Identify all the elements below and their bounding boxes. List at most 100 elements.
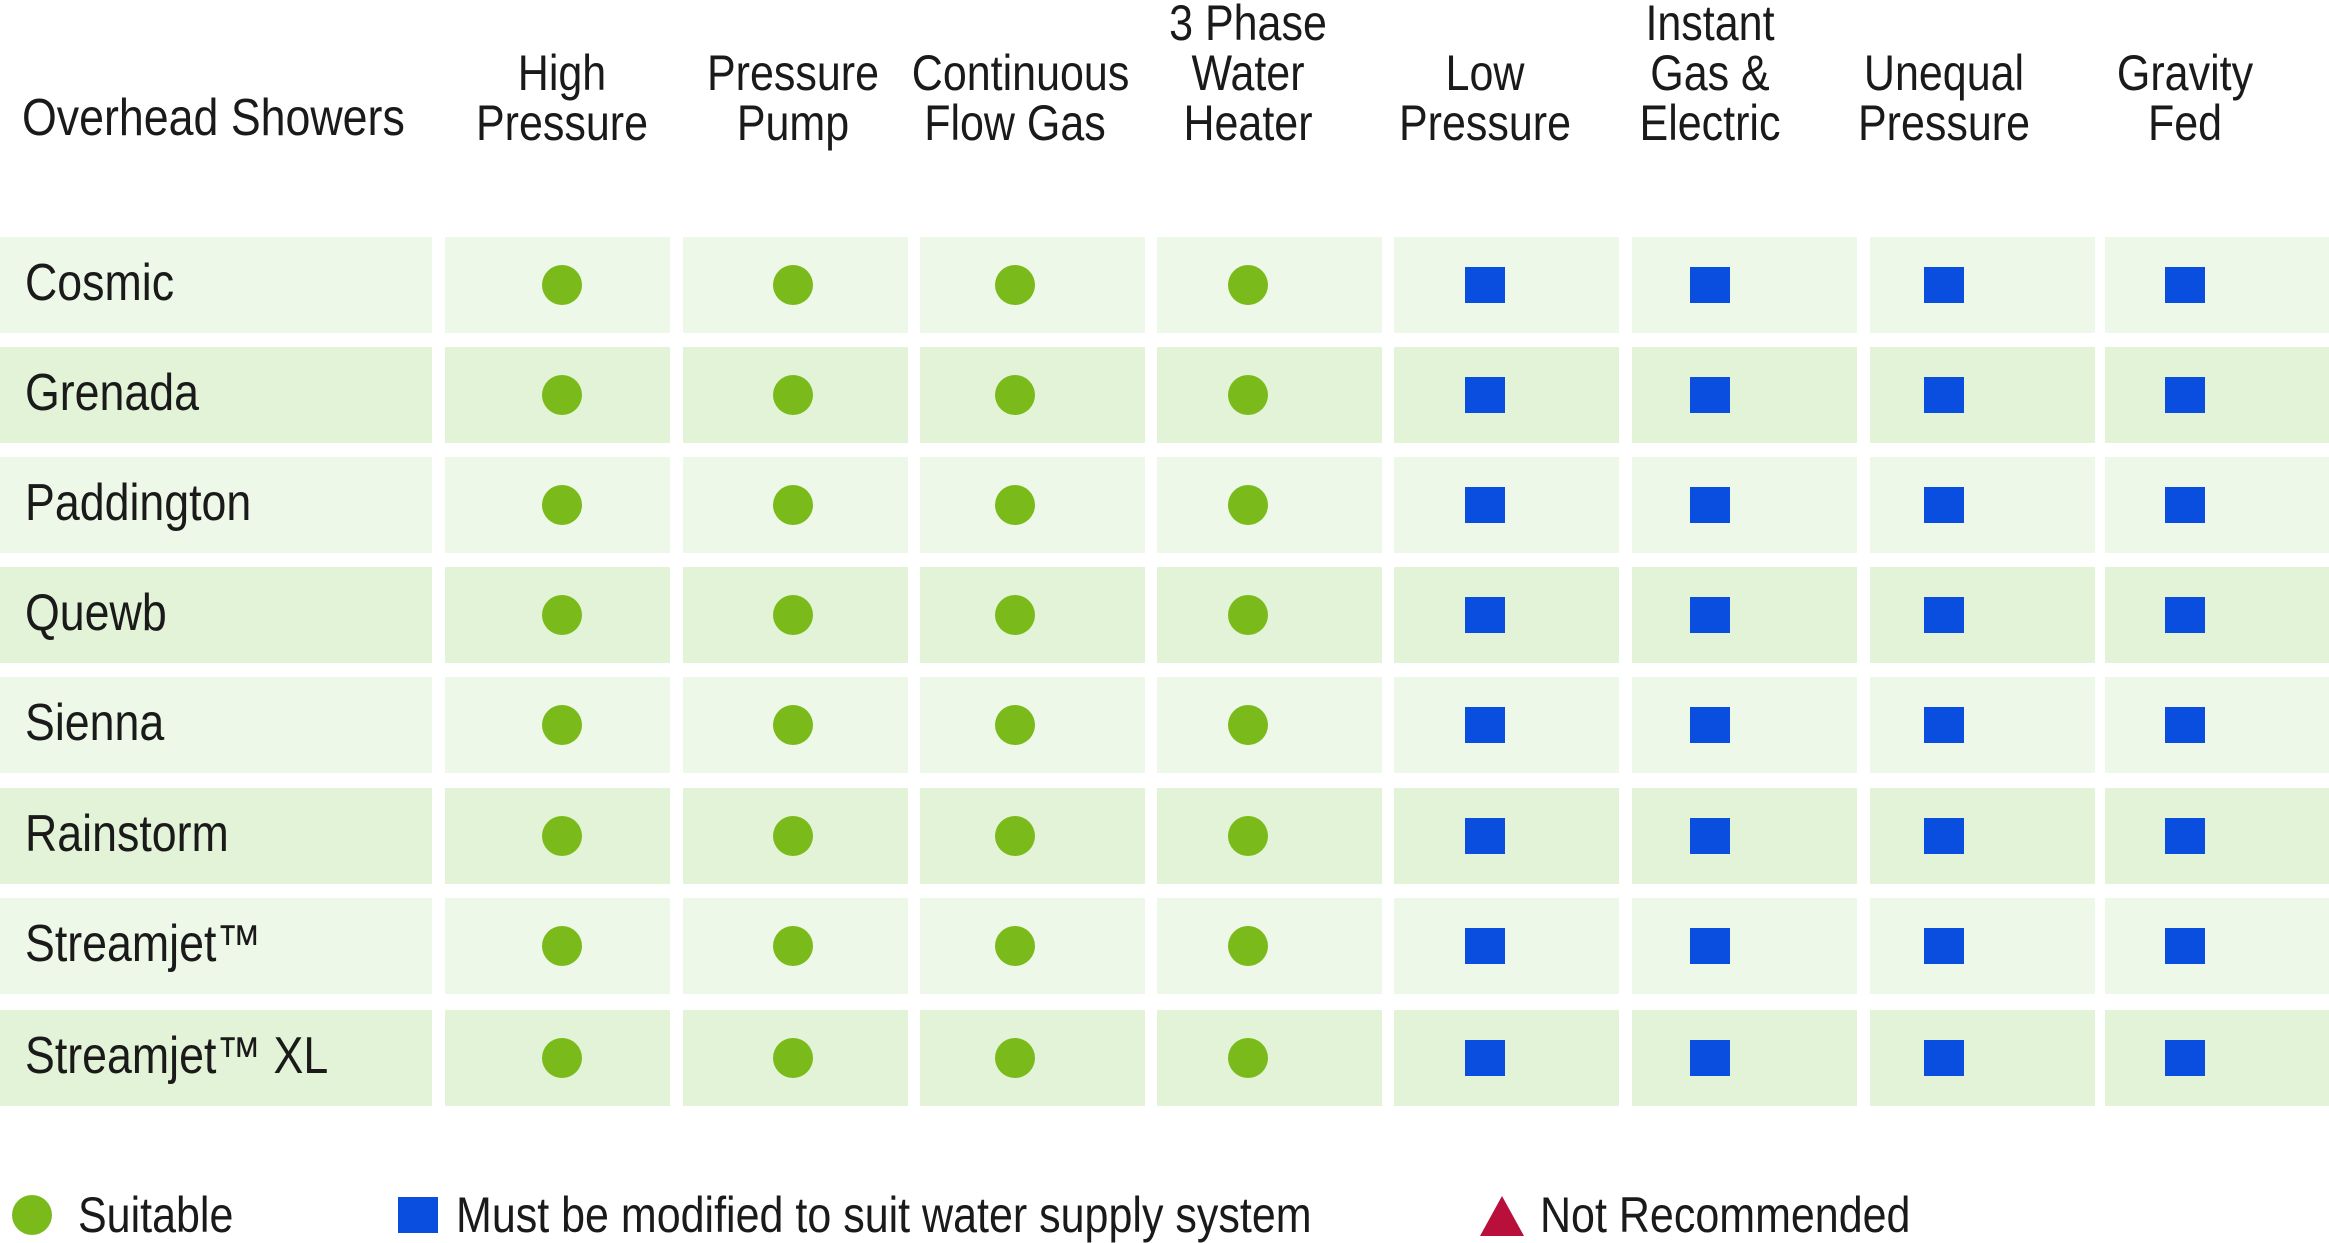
row-name-cell [0,457,432,553]
table-cell [1632,1010,1857,1106]
modify-icon [1465,487,1505,523]
row-name-cell [0,347,432,443]
modify-icon [1924,1040,1964,1076]
table-cell [1870,347,2095,443]
suitable-icon [995,595,1035,635]
suitable-icon [773,375,813,415]
suitable-legend-icon [12,1195,52,1235]
table-cell [1157,788,1382,884]
table-cell [1632,898,1857,994]
modify-icon [1465,377,1505,413]
modify-icon [1924,597,1964,633]
modify-icon [2165,707,2205,743]
modify-icon [1690,1040,1730,1076]
table-cell [1632,788,1857,884]
table-cell [1394,347,1619,443]
table-cell [1394,898,1619,994]
suitable-icon [773,816,813,856]
shower-name: Paddington [25,474,252,532]
modify-icon [1924,707,1964,743]
suitable-icon [542,265,582,305]
modify-icon [1924,487,1964,523]
modify-icon [1924,267,1964,303]
modify-icon [1465,707,1505,743]
suitable-icon [542,705,582,745]
suitable-icon [542,816,582,856]
modify-icon [1690,487,1730,523]
column-header-3: Continuous Flow Gas [911,45,1130,151]
suitable-icon [1228,375,1268,415]
row-name-cell [0,237,432,333]
suitable-icon [1228,485,1268,525]
table-cell [1632,677,1857,773]
modify-icon [1465,818,1505,854]
shower-name: Streamjet™ XL [25,1027,329,1085]
row-name-cell [0,788,432,884]
modify-icon [1924,928,1964,964]
table-cell [1870,898,2095,994]
row-name-cell [0,898,432,994]
suitable-icon [1228,926,1268,966]
table-row: Rainstorm [0,788,2329,884]
suitable-icon [995,816,1035,856]
table-row: Sienna [0,677,2329,773]
row-name-cell [0,567,432,663]
shower-name: Cosmic [25,254,175,312]
table-cell [1632,567,1857,663]
modify-icon [2165,597,2205,633]
suitable-icon [995,485,1035,525]
suitable-icon [1228,816,1268,856]
table-cell [1394,788,1619,884]
modify-legend-icon [398,1197,438,1233]
first-column-header: Overhead Showers [22,89,405,147]
table-cell [1632,237,1857,333]
table-cell [1394,237,1619,333]
suitable-icon [542,485,582,525]
table-cell [2105,567,2329,663]
row-name-cell [0,1010,432,1106]
legend-suitable-label: Suitable [78,1187,234,1243]
table-row: Quewb [0,567,2329,663]
modify-icon [1690,818,1730,854]
table-cell [1157,677,1382,773]
table-cell [1157,898,1382,994]
table-cell [2105,347,2329,443]
modify-icon [2165,487,2205,523]
modify-icon [1690,928,1730,964]
suitable-icon [773,595,813,635]
shower-name: Sienna [25,694,165,752]
table-row: Cosmic [0,237,2329,333]
suitable-icon [995,1038,1035,1078]
table-row: Grenada [0,347,2329,443]
modify-icon [1690,707,1730,743]
modify-icon [1924,818,1964,854]
modify-icon [2165,267,2205,303]
modify-icon [2165,377,2205,413]
table-cell [1394,567,1619,663]
table-cell [1157,347,1382,443]
table-row: Streamjet™ XL [0,1010,2329,1106]
suitable-icon [542,595,582,635]
suitable-icon [995,705,1035,745]
table-cell [1157,237,1382,333]
table-cell [1394,457,1619,553]
row-name-cell [0,677,432,773]
shower-name: Quewb [25,584,167,642]
modify-icon [2165,1040,2205,1076]
modify-icon [2165,928,2205,964]
column-header-8: Gravity Fed [2116,45,2254,151]
shower-name: Rainstorm [25,805,229,863]
table-cell [2105,457,2329,553]
table-cell [1632,457,1857,553]
suitable-icon [1228,265,1268,305]
modify-icon [2165,818,2205,854]
table-cell [1870,237,2095,333]
table-cell [1157,1010,1382,1106]
modify-icon [1465,928,1505,964]
table-cell [1157,457,1382,553]
suitable-icon [995,926,1035,966]
table-cell [2105,898,2329,994]
modify-icon [1924,377,1964,413]
legend-not-recommended-label: Not Recommended [1540,1187,1911,1243]
suitable-icon [542,375,582,415]
